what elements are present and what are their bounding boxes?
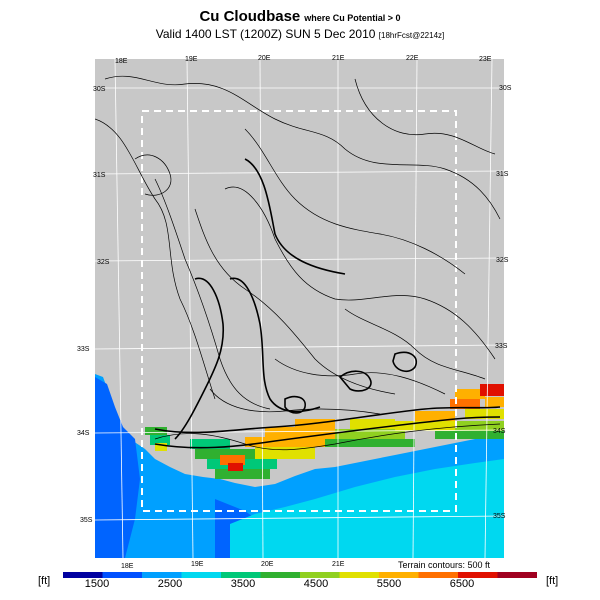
colorbar-segment bbox=[418, 572, 459, 578]
terrain-contours-note: Terrain contours: 500 ft bbox=[398, 560, 491, 570]
lat-label-left-34s: 34S bbox=[77, 430, 90, 437]
colorbar bbox=[63, 572, 537, 578]
deep-ocean-area bbox=[95, 377, 140, 558]
colorbar-segment bbox=[300, 572, 340, 578]
lon-label-bottom-18e: 18E bbox=[121, 563, 134, 570]
colorbar-segment bbox=[142, 572, 182, 578]
valid-time-text: Valid 1400 LST (1200Z) SUN 5 Dec 2010 bbox=[155, 27, 376, 41]
colorbar-label-4500: 4500 bbox=[303, 578, 329, 590]
lon-label-top-19e: 19E bbox=[185, 56, 198, 63]
colorbar-unit-right: [ft] bbox=[546, 575, 559, 587]
forecast-map bbox=[95, 59, 504, 558]
lat-label-right-31s: 31S bbox=[496, 171, 509, 178]
forecast-note: [18hrFcst@2214z] bbox=[378, 31, 445, 40]
map-title: Cu Cloudbase where Cu Potential > 0 bbox=[0, 8, 600, 27]
lat-label-left-30s: 30S bbox=[93, 86, 106, 93]
valid-time-line: Valid 1400 LST (1200Z) SUN 5 Dec 2010 [1… bbox=[0, 27, 600, 43]
colorbar-segment bbox=[63, 572, 103, 578]
shallow-water-area bbox=[230, 459, 504, 558]
colorbar-label-3500: 3500 bbox=[230, 578, 256, 590]
lat-label-left-33s: 33S bbox=[77, 346, 90, 353]
lon-label-top-22e: 22E bbox=[406, 55, 419, 62]
colorbar-segment bbox=[339, 572, 380, 578]
lat-label-right-33s: 33S bbox=[495, 343, 508, 350]
colorbar-label-2500: 2500 bbox=[157, 578, 183, 590]
lon-label-top-21e: 21E bbox=[332, 55, 345, 62]
lat-label-right-32s: 32S bbox=[496, 257, 509, 264]
cloudbase-cells bbox=[145, 384, 504, 479]
terrain-contours bbox=[95, 75, 501, 451]
colorbar-unit-left: [ft] bbox=[38, 575, 51, 587]
colorbar-segment bbox=[379, 572, 419, 578]
lat-label-right-35s: 35S bbox=[493, 513, 506, 520]
lon-label-top-23e: 23E bbox=[479, 56, 492, 63]
lat-lon-grid bbox=[95, 59, 504, 558]
colorbar-label-6500: 6500 bbox=[449, 578, 475, 590]
inner-domain-box bbox=[141, 110, 457, 512]
title-text: Cu Cloudbase bbox=[199, 8, 301, 25]
colorbar-label-1500: 1500 bbox=[84, 578, 110, 590]
major-terrain-contours bbox=[154, 158, 501, 449]
title-suffix: where Cu Potential > 0 bbox=[304, 13, 401, 23]
colorbar-label-5500: 5500 bbox=[376, 578, 402, 590]
colorbar-segment bbox=[260, 572, 301, 578]
colorbar-segment bbox=[458, 572, 498, 578]
colorbar-segment bbox=[221, 572, 261, 578]
lon-label-top-18e: 18E bbox=[115, 58, 128, 65]
colorbar-segment bbox=[181, 572, 222, 578]
lat-label-right-34s: 34S bbox=[493, 428, 506, 435]
colorbar-segment bbox=[102, 572, 143, 578]
lat-label-left-35s: 35S bbox=[80, 517, 93, 524]
lon-label-bottom-20e: 20E bbox=[261, 561, 274, 568]
lon-label-bottom-21e: 21E bbox=[332, 561, 345, 568]
lat-label-left-31s: 31S bbox=[93, 172, 106, 179]
colorbar-segment bbox=[497, 572, 537, 578]
lat-label-right-30s: 30S bbox=[499, 85, 512, 92]
lon-label-top-20e: 20E bbox=[258, 55, 271, 62]
lon-label-bottom-19e: 19E bbox=[191, 561, 204, 568]
lat-label-left-32s: 32S bbox=[97, 259, 110, 266]
